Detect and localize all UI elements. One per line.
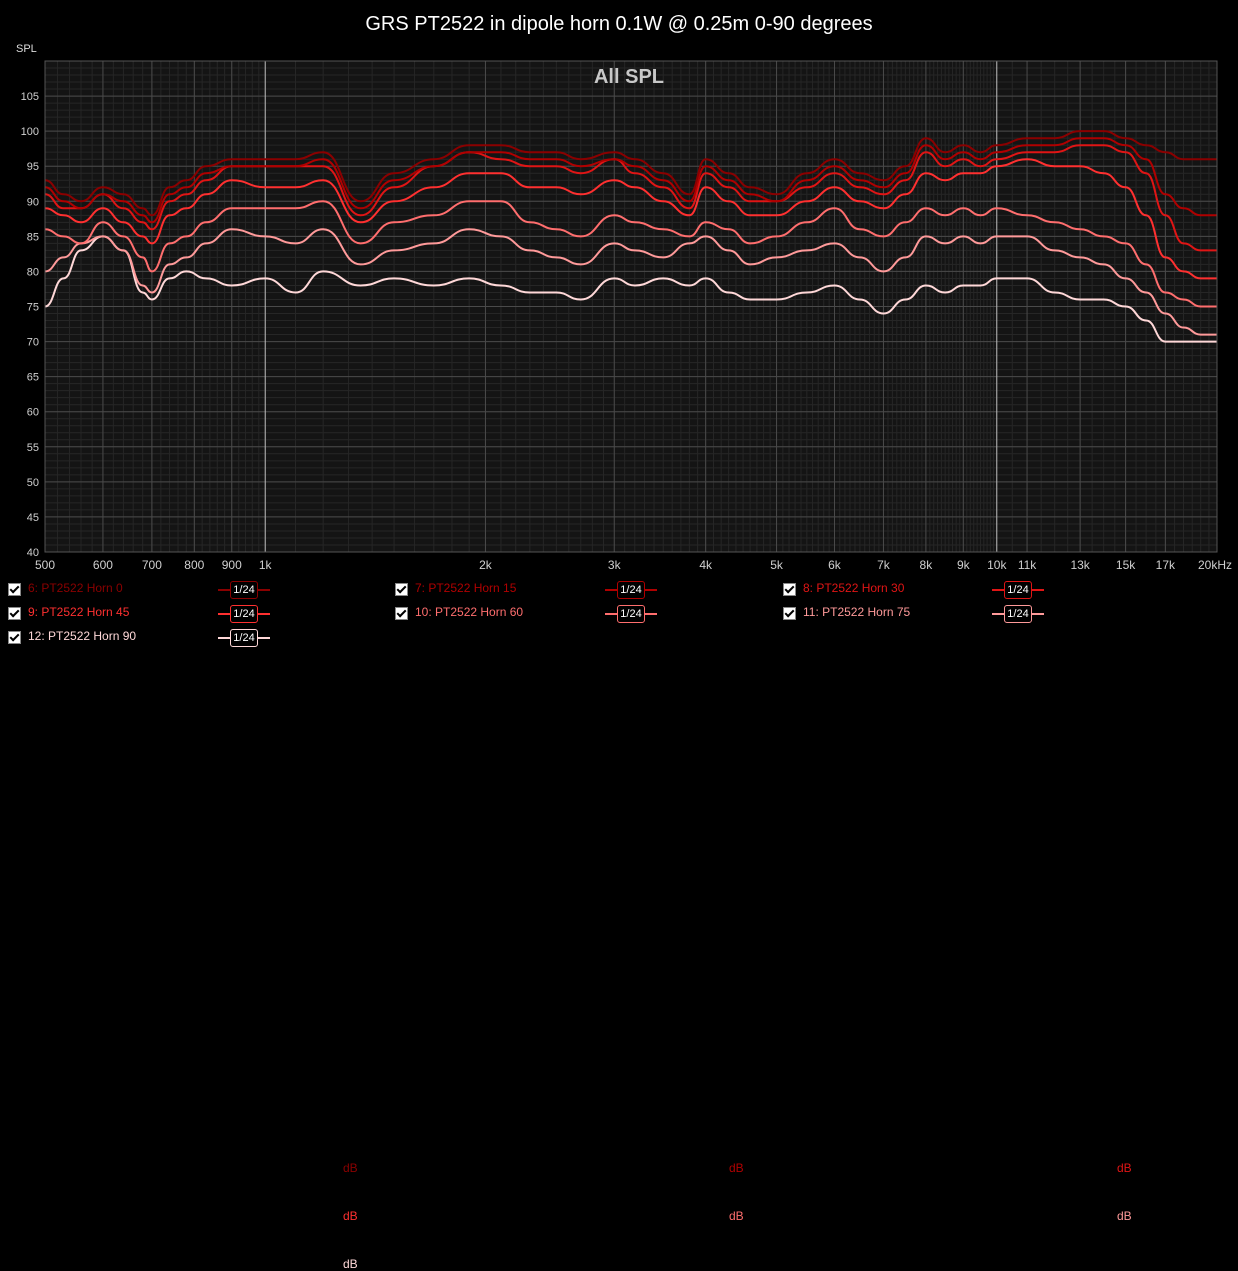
x-tick-label: 6k (828, 558, 842, 572)
y-tick-label: 60 (27, 407, 39, 419)
legend-label: 11: PT2522 Horn 75 (803, 605, 911, 619)
legend-checkbox[interactable] (783, 583, 796, 596)
x-tick-label: 1k (259, 558, 273, 572)
x-tick-label: 11k (1018, 558, 1037, 572)
series-line (44, 235, 1217, 343)
legend-row-1: 6: PT2522 Horn 0 1/24 dB 7: PT2522 Horn … (0, 580, 1238, 1175)
y-tick-label: 55 (27, 442, 39, 454)
x-tick-label: 13k (1070, 558, 1090, 572)
y-tick-label: 45 (27, 512, 39, 524)
smoothing-badge[interactable]: 1/24 (230, 605, 258, 623)
y-tick-label: 65 (27, 372, 39, 384)
series-line (44, 158, 1217, 280)
y-tick-labels: 40 45 50 55 60 65 70 75 80 85 90 95 100 105 (21, 91, 39, 559)
legend-smoothing[interactable]: 1/24 (992, 580, 1052, 600)
x-tick-label: 500 (35, 558, 55, 572)
legend-label: 6: PT2522 Horn 0 (28, 581, 123, 595)
legend-checkbox[interactable] (8, 631, 21, 644)
x-tick-label: 17k (1156, 558, 1176, 572)
smoothing-badge[interactable]: 1/24 (1004, 605, 1032, 623)
legend-row-3: 12: PT2522 Horn 90 1/24 dB (0, 628, 1238, 1271)
series-group (44, 130, 1217, 343)
smoothing-badge[interactable]: 1/24 (230, 629, 258, 647)
legend-unit: dB (343, 1209, 358, 1223)
y-tick-label: 50 (27, 477, 39, 489)
series-line (44, 130, 1217, 217)
y-tick-label: 95 (27, 161, 39, 173)
y-tick-label: 85 (27, 231, 39, 243)
series-line (44, 228, 1217, 336)
legend-label: 7: PT2522 Horn 15 (415, 581, 517, 595)
legend-smoothing[interactable]: 1/24 (605, 604, 665, 624)
y-tick-label: 40 (27, 547, 39, 559)
legend-smoothing[interactable]: 1/24 (218, 628, 278, 648)
legend-checkbox[interactable] (395, 583, 408, 596)
y-tick-label: 75 (27, 302, 39, 314)
chart-subtitle: All SPL (594, 66, 664, 88)
x-tick-label: 5k (770, 558, 784, 572)
y-axis-label: SPL (16, 43, 37, 55)
series-line (44, 144, 1217, 252)
x-tick-label: 4k (699, 558, 713, 572)
y-tick-label: 80 (27, 266, 39, 278)
x-tick-label: 700 (142, 558, 162, 572)
x-tick-label: 8k (920, 558, 934, 572)
legend-checkbox[interactable] (8, 607, 21, 620)
chart: 40 45 50 55 60 65 70 75 80 85 90 95 100 105 500 600 700… (0, 0, 1238, 575)
y-tick-label: 105 (21, 91, 39, 103)
legend-smoothing[interactable]: 1/24 (992, 604, 1052, 624)
x-tick-label: 600 (93, 558, 113, 572)
legend-smoothing[interactable]: 1/24 (605, 580, 665, 600)
x-tick-label: 7k (877, 558, 891, 572)
legend-label: 10: PT2522 Horn 60 (415, 605, 524, 619)
smoothing-badge[interactable]: 1/24 (230, 581, 258, 599)
legend-smoothing[interactable]: 1/24 (218, 580, 278, 600)
y-tick-label: 90 (27, 196, 39, 208)
x-tick-label: 10k (987, 558, 1007, 572)
series-line (44, 137, 1217, 224)
legend-unit: dB (729, 1209, 744, 1223)
legend-unit: dB (343, 1257, 358, 1271)
plot-border (44, 60, 1218, 553)
smoothing-badge[interactable]: 1/24 (617, 581, 645, 599)
y-tick-label: 70 (27, 337, 39, 349)
legend-checkbox[interactable] (8, 583, 21, 596)
x-tick-label: 900 (222, 558, 242, 572)
series-line (44, 200, 1217, 308)
legend-unit: dB (1117, 1209, 1132, 1223)
x-tick-label: 15k (1116, 558, 1136, 572)
y-tick-label: 100 (21, 126, 39, 138)
legend-checkbox[interactable] (395, 607, 408, 620)
x-tick-label: 800 (184, 558, 204, 572)
legend-checkbox[interactable] (783, 607, 796, 620)
legend-row-2: 9: PT2522 Horn 45 1/24 dB 10: PT2522 Hor… (0, 604, 1238, 1223)
legend-unit: dB (1117, 1161, 1132, 1175)
x-tick-label: 3k (608, 558, 622, 572)
x-tick-label: 2k (479, 558, 493, 572)
x-tick-label: 9k (957, 558, 971, 572)
chart-title: GRS PT2522 in dipole horn 0.1W @ 0.25m 0… (365, 13, 872, 35)
legend-label: 9: PT2522 Horn 45 (28, 605, 130, 619)
legend-label: 8: PT2522 Horn 30 (803, 581, 905, 595)
legend-label: 12: PT2522 Horn 90 (28, 629, 137, 643)
x-tick-label: 20kHz (1198, 558, 1232, 572)
smoothing-badge[interactable]: 1/24 (617, 605, 645, 623)
x-tick-labels: 500 600 700 800 900 1k 2k 3k 4k 5k 6k 7k 8k 9k 10k 11k 1… (35, 558, 1232, 572)
legend-unit: dB (343, 1161, 358, 1175)
smoothing-badge[interactable]: 1/24 (1004, 581, 1032, 599)
legend-unit: dB (729, 1161, 744, 1175)
legend-smoothing[interactable]: 1/24 (218, 604, 278, 624)
